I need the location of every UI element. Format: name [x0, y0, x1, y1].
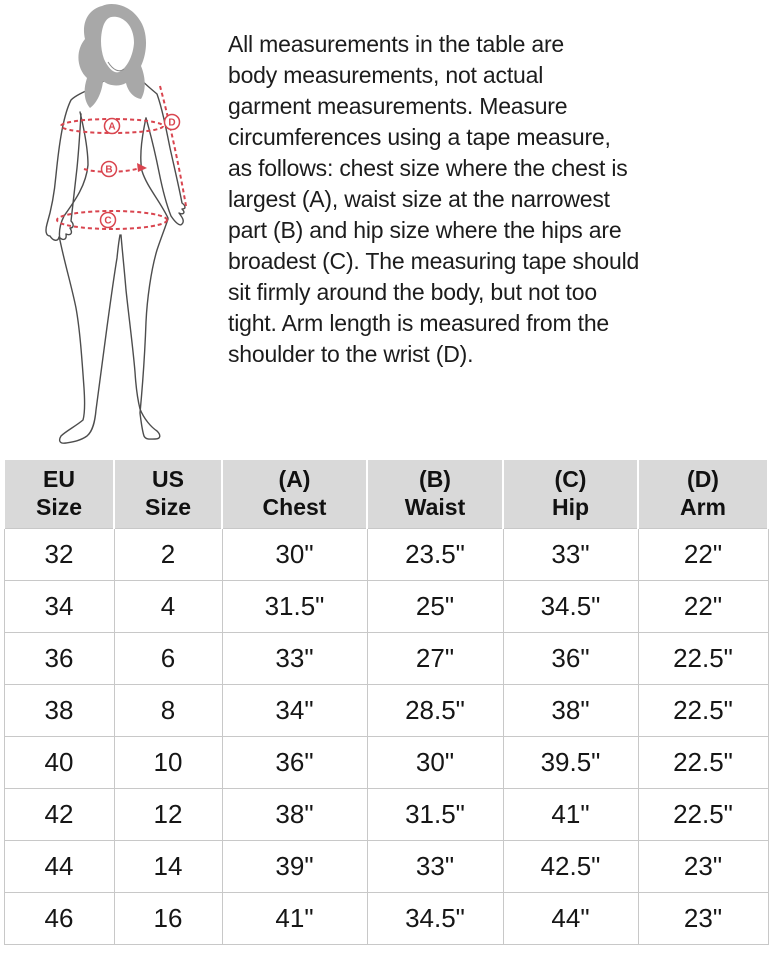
waist-arrow-tip: [137, 163, 147, 172]
size-cell: 28.5": [366, 684, 504, 737]
table-body: 32 2 30" 23.5" 33" 22" 34 4 31.5" 25" 34…: [3, 528, 769, 945]
size-cell: 22.5": [637, 684, 769, 737]
column-header-arm: (D) Arm: [637, 458, 769, 529]
size-cell: 23": [637, 840, 769, 893]
table-row: 32 2 30" 23.5" 33" 22": [3, 528, 769, 581]
hip-measure-ellipse: [56, 210, 168, 230]
size-cell: 36: [3, 632, 115, 685]
size-cell: 38: [3, 684, 115, 737]
size-cell: 34.5": [502, 580, 639, 633]
chest-marker-label: A: [108, 122, 115, 133]
size-cell: 10: [113, 736, 223, 789]
size-cell: 41": [502, 788, 639, 841]
measurement-instructions: All measurements in the table are body m…: [228, 31, 640, 367]
size-cell: 33": [366, 840, 504, 893]
size-cell: 23.5": [366, 528, 504, 581]
table-header: EU Size US Size (A) Chest (B) Waist (C) …: [3, 458, 769, 529]
measurement-info-section: A B C D All measurements in the table ar…: [0, 0, 770, 458]
table-row: 38 8 34" 28.5" 38" 22.5": [3, 684, 769, 737]
size-cell: 33": [502, 528, 639, 581]
woman-silhouette: A B C D: [45, 3, 187, 444]
waist-marker-label: B: [105, 165, 112, 176]
column-header-chest: (A) Chest: [221, 458, 368, 529]
table-row: 36 6 33" 27" 36" 22.5": [3, 632, 769, 685]
size-cell: 44: [3, 840, 115, 893]
size-cell: 16: [113, 892, 223, 945]
waist-measure-line: [83, 167, 141, 173]
size-cell: 31.5": [221, 580, 368, 633]
size-cell: 44": [502, 892, 639, 945]
size-cell: 42: [3, 788, 115, 841]
table-row: 42 12 38" 31.5" 41" 22.5": [3, 788, 769, 841]
size-cell: 33": [221, 632, 368, 685]
size-cell: 27": [366, 632, 504, 685]
size-cell: 38": [221, 788, 368, 841]
size-cell: 22": [637, 528, 769, 581]
column-header-us-size: US Size: [113, 458, 223, 529]
size-cell: 36": [221, 736, 368, 789]
size-cell: 14: [113, 840, 223, 893]
size-cell: 25": [366, 580, 504, 633]
size-cell: 34": [221, 684, 368, 737]
size-chart-section: EU Size US Size (A) Chest (B) Waist (C) …: [0, 458, 770, 945]
table-row: 46 16 41" 34.5" 44" 23": [3, 892, 769, 945]
size-cell: 40: [3, 736, 115, 789]
table-row: 40 10 36" 30" 39.5" 22.5": [3, 736, 769, 789]
measure-markers: A B C D: [99, 113, 181, 229]
size-cell: 39.5": [502, 736, 639, 789]
waist-marker-circle: [100, 160, 118, 178]
size-cell: 38": [502, 684, 639, 737]
size-cell: 42.5": [502, 840, 639, 893]
size-cell: 46: [3, 892, 115, 945]
size-cell: 22": [637, 580, 769, 633]
table-row: 44 14 39" 33" 42.5" 23": [3, 840, 769, 893]
size-cell: 8: [113, 684, 223, 737]
chest-marker-circle: [103, 117, 121, 135]
column-header-eu-size: EU Size: [3, 458, 115, 529]
size-cell: 41": [221, 892, 368, 945]
size-cell: 32: [3, 528, 115, 581]
column-header-waist: (B) Waist: [366, 458, 504, 529]
size-cell: 22.5": [637, 736, 769, 789]
hip-marker-label: C: [104, 216, 111, 227]
size-cell: 12: [113, 788, 223, 841]
face-shape: [101, 16, 134, 73]
hip-marker-circle: [99, 211, 117, 229]
size-cell: 23": [637, 892, 769, 945]
size-cell: 39": [221, 840, 368, 893]
size-cell: 31.5": [366, 788, 504, 841]
size-cell: 34: [3, 580, 115, 633]
chin-line: [107, 61, 125, 72]
arm-marker-label: D: [168, 118, 175, 129]
size-cell: 30": [366, 736, 504, 789]
size-chart-table: EU Size US Size (A) Chest (B) Waist (C) …: [3, 458, 769, 945]
arm-marker-circle: [163, 113, 181, 131]
arm-measure-line: [159, 85, 187, 207]
size-cell: 36": [502, 632, 639, 685]
size-cell: 6: [113, 632, 223, 685]
size-cell: 22.5": [637, 788, 769, 841]
table-row: 34 4 31.5" 25" 34.5" 22": [3, 580, 769, 633]
size-cell: 30": [221, 528, 368, 581]
column-header-hip: (C) Hip: [502, 458, 639, 529]
body-outline: [45, 57, 186, 444]
size-cell: 34.5": [366, 892, 504, 945]
header-row: EU Size US Size (A) Chest (B) Waist (C) …: [3, 458, 769, 529]
measurement-diagram: A B C D: [0, 0, 228, 452]
size-cell: 4: [113, 580, 223, 633]
size-cell: 22.5": [637, 632, 769, 685]
size-cell: 2: [113, 528, 223, 581]
